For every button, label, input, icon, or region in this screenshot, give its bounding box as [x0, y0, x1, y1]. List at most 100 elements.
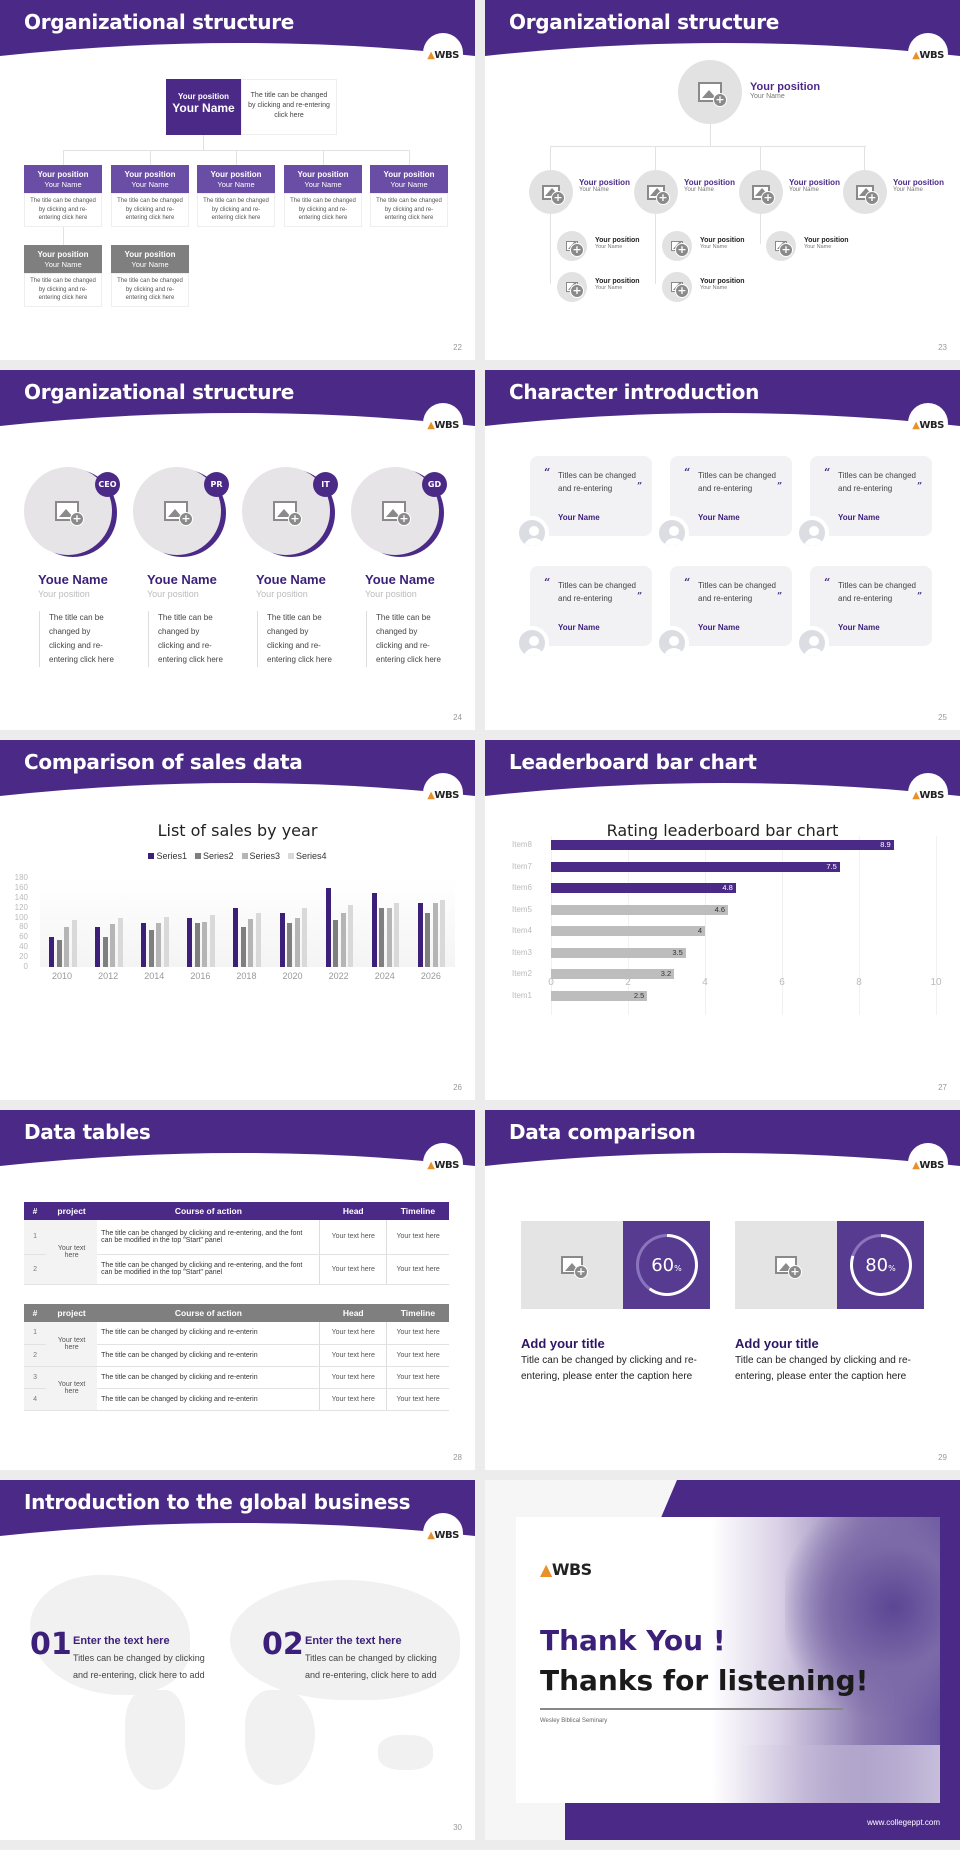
photo-placeholder[interactable] — [557, 272, 587, 302]
avatar — [515, 516, 549, 550]
x-tick-label: 2026 — [420, 971, 441, 981]
org-box[interactable]: Your position Your Name The title can be c… — [24, 245, 102, 307]
photo-placeholder[interactable] — [557, 231, 587, 261]
close-quote-icon: ” — [917, 592, 923, 602]
connector — [63, 150, 64, 165]
photo-placeholder[interactable] — [843, 170, 887, 214]
org-box[interactable]: Your position Your Name The title can be c… — [111, 245, 189, 307]
x-tick-label: 2018 — [236, 971, 257, 981]
person-name: Youe Name — [147, 572, 217, 587]
add-image-icon — [566, 282, 584, 298]
slide-22[interactable]: Organizational structure ▲WBS Your posit… — [0, 0, 475, 360]
bar: 4.8 — [551, 883, 736, 893]
open-quote-icon: “ — [824, 466, 831, 479]
testimonial-card[interactable] — [810, 456, 932, 536]
slide-28[interactable]: Data tables ▲WBS # project Course of actio… — [0, 1110, 475, 1470]
wbs-logo: ▲WBS — [427, 1530, 459, 1541]
x-tick-label: 0 — [548, 977, 554, 988]
testimonial-card[interactable] — [530, 566, 652, 646]
org-box-header: Your position Your Name — [284, 165, 362, 193]
slide-24[interactable]: Organizational structure ▲WBS CEO Youe Na… — [0, 370, 475, 730]
bar: 3.5 — [551, 947, 686, 958]
slide-30[interactable]: Introduction to the global business ▲WBS… — [0, 1480, 475, 1840]
org-box[interactable]: Your position Your Name The title can be c… — [111, 165, 189, 227]
image-placeholder[interactable] — [735, 1221, 837, 1309]
item-caption: Title can be changed by clicking and re-… — [521, 1355, 697, 1382]
bar: 3.2 — [551, 969, 675, 979]
logo-badge: ▲WBS — [908, 403, 948, 443]
close-quote-icon: ” — [777, 482, 783, 492]
photo-placeholder[interactable] — [739, 170, 783, 214]
gridline — [782, 836, 783, 1015]
testimonial-card[interactable] — [530, 456, 652, 536]
data-label: 7.5 — [826, 861, 837, 871]
y-tick-label: 80 — [19, 922, 28, 932]
horizontal-bar-chart: 0 2 4 6 8 10 Item8 8.9 Item7 7.5 Item6 4.8 Item5 4.6 I… — [485, 740, 960, 1100]
column-header: # — [32, 1206, 38, 1216]
testimonial-name: Your Name — [558, 623, 600, 632]
item-text: Titles can be changed by clicking and re… — [73, 1653, 205, 1680]
bar — [233, 907, 239, 967]
photo-placeholder[interactable] — [766, 231, 796, 261]
add-image-icon — [542, 184, 565, 205]
y-tick-label: 40 — [19, 942, 28, 952]
testimonial-text: Titles can be changed and re-entering — [558, 471, 636, 493]
world-map-background — [125, 1690, 185, 1790]
bar — [386, 907, 392, 967]
y-tick-label: 0 — [23, 962, 28, 971]
org-box[interactable]: Your position Your Name The title can be c… — [370, 165, 448, 227]
legend-item: Series3 — [241, 851, 280, 861]
photo-placeholder[interactable] — [634, 170, 678, 214]
image-placeholder[interactable] — [521, 1221, 623, 1309]
slide-25[interactable]: Character introduction ▲WBS “ Titles can … — [485, 370, 960, 730]
role-badge: IT — [313, 472, 338, 497]
testimonial-card[interactable] — [670, 566, 792, 646]
x-tick-label: 2020 — [282, 971, 303, 981]
page-number: 29 — [938, 1453, 947, 1462]
data-table-2: # project Course of action Head Timeline 1 Y… — [24, 1304, 449, 1411]
avatar — [515, 626, 549, 660]
slide-29[interactable]: Data comparison ▲WBS 60% Add your title Ti… — [485, 1110, 960, 1470]
item-caption: Title can be changed by clicking and re-… — [735, 1355, 911, 1382]
plot-area — [40, 878, 455, 967]
photo-placeholder[interactable] — [529, 170, 573, 214]
slide-23[interactable]: Organizational structure ▲WBS Your posit… — [485, 0, 960, 360]
bar — [302, 907, 308, 967]
slide-31-thank-you[interactable]: ▲WBS Thank You ! Thanks for listening! W… — [485, 1480, 960, 1840]
org-box[interactable]: Your position Your Name The title can be c… — [197, 165, 275, 227]
bar — [294, 917, 300, 967]
data-label: 4.8 — [722, 883, 733, 892]
org-box[interactable]: Your position Your Name The title can be c… — [24, 165, 102, 227]
data-label: 4 — [697, 926, 702, 935]
logo-badge: ▲WBS — [423, 773, 463, 813]
wbs-logo: ▲WBS — [427, 790, 459, 801]
connector — [550, 214, 551, 284]
data-label: 8.9 — [880, 840, 891, 849]
photo-placeholder[interactable] — [662, 272, 692, 302]
testimonial-card[interactable] — [670, 456, 792, 536]
wbs-logo: ▲WBS — [912, 420, 944, 431]
x-tick-label: 4 — [702, 977, 708, 988]
slide-26[interactable]: Comparison of sales data ▲WBS List of sa… — [0, 740, 475, 1100]
role-badge: PR — [204, 472, 229, 497]
website-url[interactable]: www.collegeppt.com — [867, 1818, 940, 1827]
bar — [56, 939, 62, 967]
person-name: Youe Name — [365, 572, 435, 587]
testimonial-card[interactable] — [810, 566, 932, 646]
testimonial-text: Titles can be changed and re-entering — [838, 471, 916, 493]
page-number: 26 — [453, 1083, 462, 1092]
connector — [236, 150, 237, 165]
org-top-box[interactable]: Your position Your Name — [166, 79, 241, 135]
column-header: Head — [342, 1206, 364, 1216]
org-box[interactable]: Your position Your Name The title can be c… — [284, 165, 362, 227]
table-row: 2 The title can be changed by clicking a… — [24, 1254, 449, 1285]
top-photo-placeholder[interactable] — [678, 60, 742, 124]
photo-trees — [785, 1517, 940, 1717]
data-label: 3.5 — [672, 947, 683, 957]
slide-27[interactable]: Leaderboard bar chart ▲WBS Rating leader… — [485, 740, 960, 1100]
bar — [425, 912, 431, 967]
open-quote-icon: “ — [684, 576, 691, 589]
open-quote-icon: “ — [684, 466, 691, 479]
photo-placeholder[interactable] — [662, 231, 692, 261]
photo-placeholder[interactable] — [133, 467, 221, 555]
